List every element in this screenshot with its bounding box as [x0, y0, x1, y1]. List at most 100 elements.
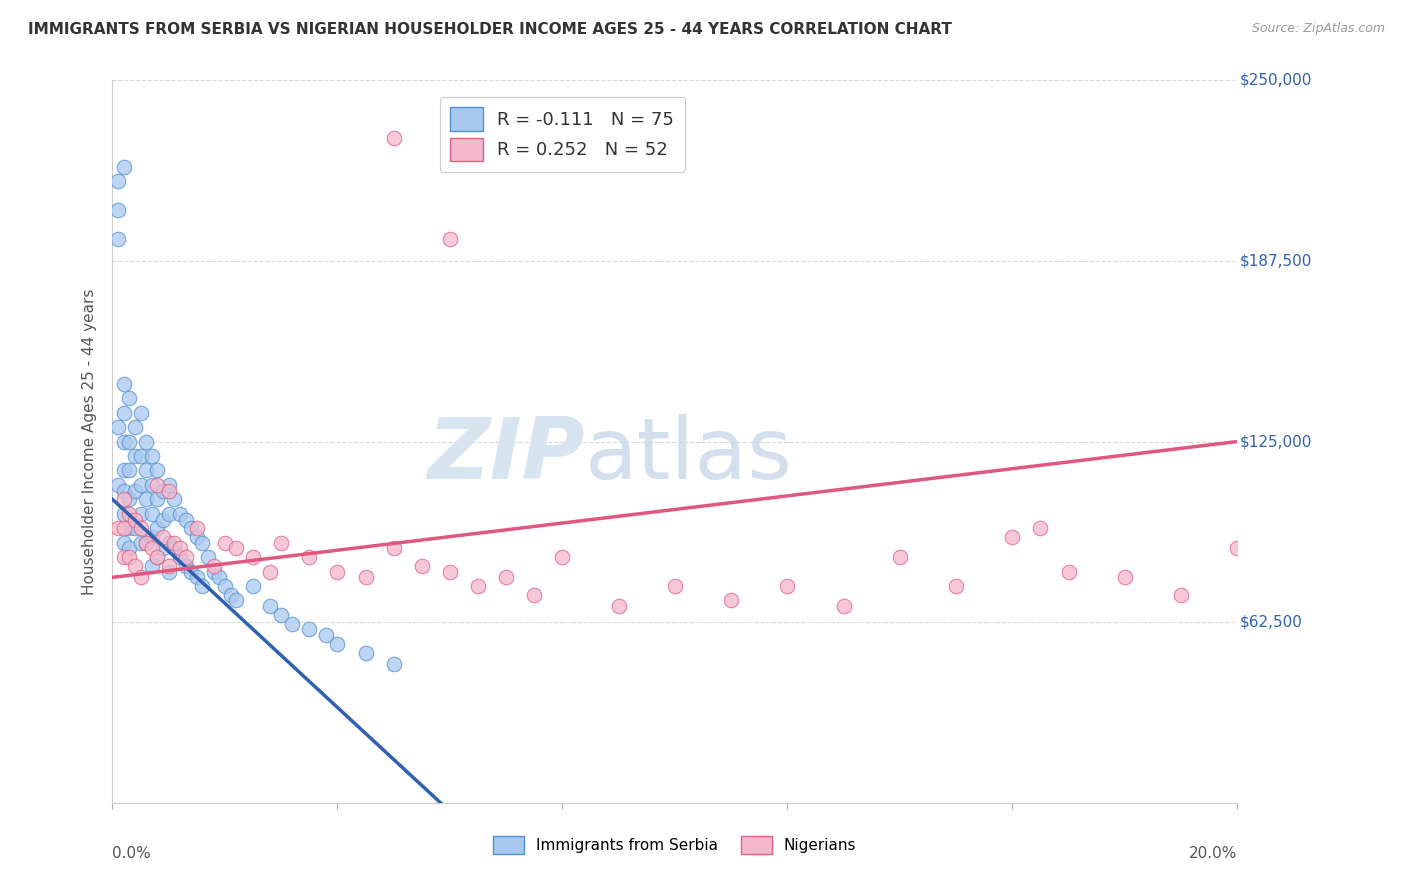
Point — [776, 579, 799, 593]
Point — [186, 530, 208, 544]
Point — [135, 492, 157, 507]
Point — [112, 434, 135, 449]
Point — [124, 521, 146, 535]
Point — [141, 558, 163, 573]
Point — [523, 588, 546, 602]
Point — [281, 616, 304, 631]
Point — [467, 579, 489, 593]
Text: 0.0%: 0.0% — [112, 847, 152, 861]
Point — [135, 463, 157, 477]
Point — [112, 376, 135, 391]
Point — [129, 449, 152, 463]
Point — [118, 434, 141, 449]
Point — [112, 535, 135, 549]
Point — [832, 599, 855, 614]
Text: ZIP: ZIP — [427, 415, 585, 498]
Point — [141, 478, 163, 492]
Point — [1029, 521, 1052, 535]
Text: $62,500: $62,500 — [1240, 615, 1302, 630]
Point — [174, 550, 197, 565]
Point — [118, 507, 141, 521]
Point — [219, 588, 242, 602]
Point — [135, 535, 157, 549]
Point — [945, 579, 967, 593]
Point — [141, 541, 163, 556]
Point — [1170, 588, 1192, 602]
Point — [152, 530, 174, 544]
Point — [146, 550, 169, 565]
Point — [157, 478, 180, 492]
Legend: Immigrants from Serbia, Nigerians: Immigrants from Serbia, Nigerians — [488, 830, 862, 860]
Point — [354, 570, 377, 584]
Point — [270, 607, 292, 622]
Point — [186, 521, 208, 535]
Point — [163, 492, 186, 507]
Point — [146, 492, 169, 507]
Point — [169, 541, 191, 556]
Point — [124, 512, 146, 526]
Point — [439, 232, 461, 246]
Text: $187,500: $187,500 — [1240, 253, 1312, 268]
Point — [889, 550, 911, 565]
Point — [354, 646, 377, 660]
Point — [208, 570, 231, 584]
Point — [146, 550, 169, 565]
Text: $125,000: $125,000 — [1240, 434, 1312, 449]
Point — [118, 521, 141, 535]
Y-axis label: Householder Income Ages 25 - 44 years: Householder Income Ages 25 - 44 years — [82, 288, 97, 595]
Point — [180, 521, 202, 535]
Point — [107, 232, 129, 246]
Point — [315, 628, 337, 642]
Text: Source: ZipAtlas.com: Source: ZipAtlas.com — [1251, 22, 1385, 36]
Point — [225, 593, 247, 607]
Point — [225, 541, 247, 556]
Point — [124, 483, 146, 498]
Point — [112, 521, 135, 535]
Text: 20.0%: 20.0% — [1189, 847, 1237, 861]
Point — [242, 579, 264, 593]
Point — [107, 203, 129, 218]
Point — [141, 530, 163, 544]
Point — [214, 579, 236, 593]
Point — [107, 420, 129, 434]
Point — [157, 483, 180, 498]
Point — [551, 550, 574, 565]
Point — [259, 599, 281, 614]
Point — [607, 599, 630, 614]
Point — [664, 579, 686, 593]
Point — [191, 535, 214, 549]
Text: $250,000: $250,000 — [1240, 73, 1312, 87]
Point — [146, 478, 169, 492]
Point — [135, 434, 157, 449]
Point — [270, 535, 292, 549]
Point — [169, 507, 191, 521]
Point — [112, 550, 135, 565]
Point — [112, 406, 135, 420]
Point — [259, 565, 281, 579]
Point — [157, 507, 180, 521]
Point — [202, 565, 225, 579]
Point — [129, 507, 152, 521]
Point — [174, 558, 197, 573]
Point — [1001, 530, 1024, 544]
Point — [112, 483, 135, 498]
Point — [124, 420, 146, 434]
Point — [129, 478, 152, 492]
Point — [112, 507, 135, 521]
Point — [439, 565, 461, 579]
Point — [112, 160, 135, 174]
Point — [326, 637, 349, 651]
Point — [129, 406, 152, 420]
Point — [107, 174, 129, 188]
Point — [157, 558, 180, 573]
Point — [118, 391, 141, 405]
Point — [720, 593, 742, 607]
Point — [1057, 565, 1080, 579]
Point — [118, 492, 141, 507]
Text: IMMIGRANTS FROM SERBIA VS NIGERIAN HOUSEHOLDER INCOME AGES 25 - 44 YEARS CORRELA: IMMIGRANTS FROM SERBIA VS NIGERIAN HOUSE… — [28, 22, 952, 37]
Point — [174, 512, 197, 526]
Point — [129, 521, 152, 535]
Point — [163, 541, 186, 556]
Point — [382, 131, 405, 145]
Point — [495, 570, 517, 584]
